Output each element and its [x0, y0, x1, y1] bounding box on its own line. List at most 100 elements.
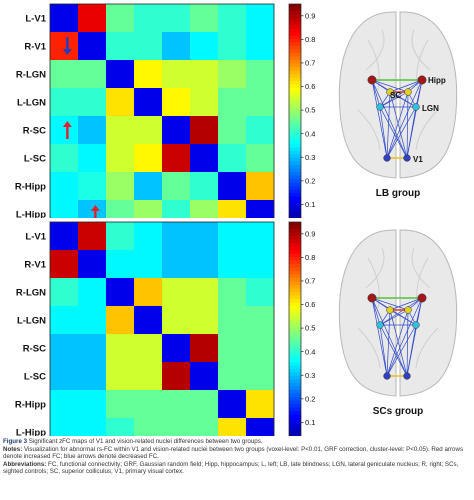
colorbar-segment	[289, 421, 301, 426]
colorbar-segment	[289, 432, 301, 436]
colorbar-segment	[289, 88, 301, 92]
matrix-cell	[218, 306, 247, 335]
matrix-cell	[78, 172, 107, 201]
brain-sulcus	[415, 109, 439, 151]
increase-arrow	[62, 121, 72, 139]
decrease-arrow	[62, 37, 72, 55]
colorbar-segment	[289, 119, 301, 124]
connectivity-edge	[386, 106, 417, 159]
connectivity-edge	[371, 79, 388, 159]
brain-sulcus	[367, 39, 380, 91]
matrix-cell	[106, 4, 135, 33]
matrix-cell	[78, 4, 107, 33]
matrix-cell	[218, 4, 247, 33]
colorbar-segment	[289, 236, 301, 240]
matrix-cell	[134, 306, 163, 335]
colorbar-tick-label: 0.3	[305, 371, 315, 380]
caption-notes: Notes: Visualization for abnormal rs-FC …	[3, 446, 471, 461]
colorbar-segment	[289, 355, 301, 359]
matrix-cell	[246, 116, 275, 145]
connectivity-edge	[389, 297, 423, 311]
connectivity-edge	[406, 91, 409, 159]
colorbar-segment	[289, 116, 301, 120]
matrix-cell	[246, 334, 275, 363]
matrix-cell	[190, 60, 219, 89]
colorbar-segment	[289, 172, 301, 176]
matrix-cell	[162, 144, 191, 173]
matrix-cell	[246, 32, 275, 61]
connectivity-edge	[379, 309, 409, 326]
matrix-cell	[106, 172, 135, 201]
increase-arrow	[90, 205, 100, 218]
matrix-cell	[134, 32, 163, 61]
colorbar-segment	[289, 407, 301, 412]
colorbar-segment	[289, 196, 301, 201]
colorbar-segment	[289, 397, 301, 401]
node-scL	[386, 306, 394, 314]
colorbar-tick-label: 0.1	[305, 200, 315, 209]
colorbar-segment	[289, 327, 301, 331]
node-hippR	[417, 293, 427, 303]
colorbar-segment	[289, 161, 301, 166]
figure-caption: Figure 3 Significant zFC maps of V1 and …	[3, 438, 471, 476]
colorbar-segment	[289, 435, 301, 436]
matrix-cell	[134, 418, 163, 436]
right-hemisphere	[399, 229, 458, 397]
matrix-cell	[106, 200, 135, 218]
colorbar-segment	[289, 151, 301, 155]
matrix-cell	[78, 32, 107, 61]
colorbar-segment	[289, 306, 301, 310]
colorbar-segment	[289, 376, 301, 380]
colorbar-segment	[289, 351, 301, 356]
matrix-cell	[162, 4, 191, 33]
node-v1R	[403, 154, 411, 162]
colorbar-segment	[289, 411, 301, 415]
matrix-cell	[162, 278, 191, 307]
row-label: L-SC	[24, 154, 46, 165]
colorbar-segment	[289, 140, 301, 145]
matrix-cell	[134, 362, 163, 391]
colorbar-segment	[289, 112, 301, 117]
colorbar-tick-label: 0.8	[305, 253, 315, 262]
matrix-cell	[78, 334, 107, 363]
caption-notes-head: Notes:	[3, 445, 23, 453]
matrix-cell	[218, 222, 247, 251]
colorbar-segment	[289, 362, 301, 366]
node-scR	[404, 306, 412, 314]
node-hippL	[367, 293, 377, 303]
connectivity-edge	[379, 324, 408, 377]
connectivity-edge	[379, 297, 423, 326]
node-v1R	[403, 372, 411, 380]
colorbar-tick-label: 0.6	[305, 82, 315, 91]
matrix-cell	[78, 222, 107, 251]
matrix-cell	[190, 334, 219, 363]
colorbar-segment	[289, 246, 301, 251]
colorbar-segment	[289, 316, 301, 321]
matrix-cell	[134, 144, 163, 173]
matrix-cell	[246, 4, 275, 33]
matrix-cell	[50, 116, 79, 145]
node-v1L	[383, 372, 391, 380]
colorbar-segment	[289, 281, 301, 286]
colorbar-segment	[289, 320, 301, 324]
lb-group-panel: L-V1 R-V1 R-LGN L-LGN R-SC L-SC R-Hipp L-Hipp 0.…	[15, 3, 458, 218]
row-label: R-LGN	[16, 288, 46, 299]
colorbar-segment	[289, 102, 301, 106]
colorbar-segment	[289, 168, 301, 173]
colorbar-segment	[289, 137, 301, 141]
brain-sulcus	[411, 29, 431, 71]
matrix-cell	[218, 278, 247, 307]
matrix-cell	[162, 172, 191, 201]
matrix-cell	[218, 60, 247, 89]
matrix-cell	[246, 222, 275, 251]
matrix-cell	[246, 60, 275, 89]
colorbar-segment	[289, 313, 301, 317]
matrix-cell	[50, 32, 79, 61]
matrix-cell	[162, 306, 191, 335]
colorbar-segment	[289, 225, 301, 230]
colorbar-tick-label: 0.4	[305, 347, 315, 356]
caption-abbreviations: Abbreviations: FC, functional connectivi…	[3, 461, 471, 476]
node-v1L	[383, 154, 391, 162]
row-label: R-Hipp	[15, 182, 46, 193]
colorbar-segment	[289, 28, 301, 33]
